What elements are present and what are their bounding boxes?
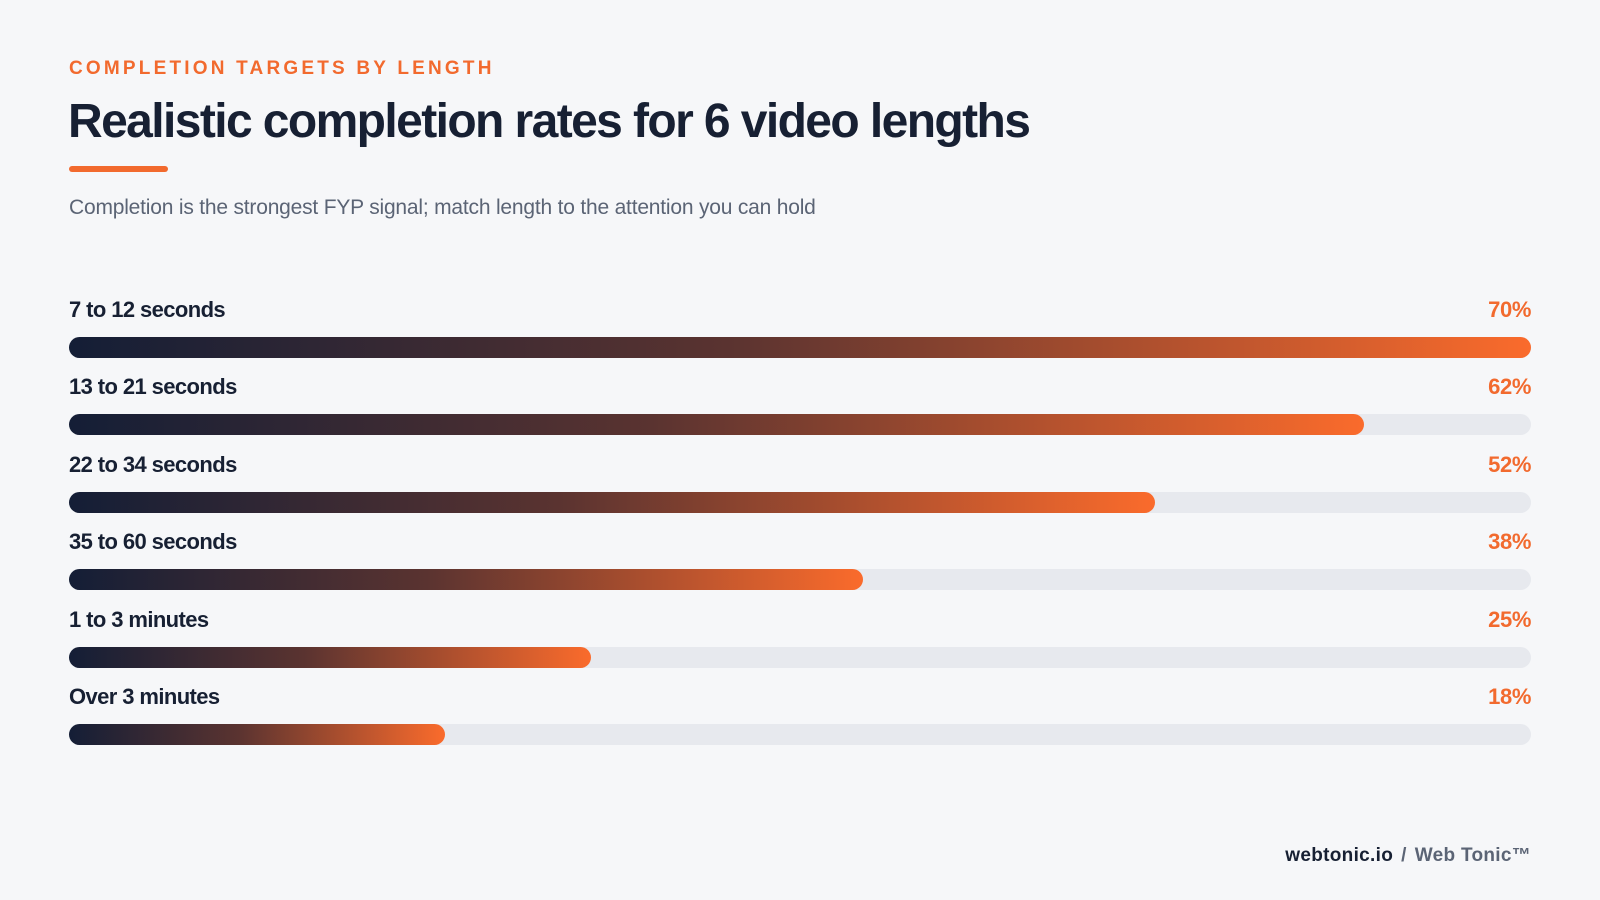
footer-brand: Web Tonic™ <box>1414 845 1531 866</box>
bar-track <box>69 646 1531 668</box>
bar-fill <box>69 646 592 668</box>
bar-label: 13 to 21 seconds <box>69 374 237 400</box>
bar-track <box>69 491 1531 513</box>
bar-value-label: 38% <box>1488 529 1531 555</box>
bar-row: 22 to 34 seconds 52% <box>69 450 1531 527</box>
subtitle: Completion is the strongest FYP signal; … <box>69 196 816 219</box>
bar-track <box>69 414 1531 436</box>
bar-label: 22 to 34 seconds <box>69 451 237 477</box>
page-title: Realistic completion rates for 6 video l… <box>68 95 1031 148</box>
bar-label: 35 to 60 seconds <box>69 529 237 555</box>
bar-label: Over 3 minutes <box>69 683 220 709</box>
bar-label: 7 to 12 seconds <box>69 297 226 322</box>
bar-fill <box>69 337 1531 358</box>
bar-track <box>69 569 1531 591</box>
bar-track <box>69 723 1531 745</box>
bar-fill <box>69 723 445 745</box>
title-accent-rule <box>69 166 168 172</box>
bar-track <box>69 337 1531 358</box>
bar-value-label: 25% <box>1488 606 1531 632</box>
bar-row: 7 to 12 seconds 70% <box>69 295 1531 372</box>
footer-site: webtonic.io <box>1285 845 1394 866</box>
bar-label: 1 to 3 minutes <box>69 606 209 632</box>
bar-fill <box>69 491 1156 513</box>
bar-value-label: 70% <box>1488 297 1531 322</box>
bar-row: Over 3 minutes 18% <box>69 682 1531 759</box>
bar-fill <box>69 569 863 591</box>
footer-separator: / <box>1401 845 1407 866</box>
bar-row: 1 to 3 minutes 25% <box>69 605 1531 682</box>
bar-value-label: 62% <box>1488 374 1531 400</box>
bar-value-label: 52% <box>1488 451 1531 477</box>
bar-value-label: 18% <box>1488 683 1531 709</box>
bar-row: 35 to 60 seconds 38% <box>69 527 1531 604</box>
bar-fill <box>69 414 1364 436</box>
bar-row: 13 to 21 seconds 62% <box>69 372 1531 449</box>
eyebrow: COMPLETION TARGETS BY LENGTH <box>69 58 495 79</box>
bar-chart: 7 to 12 seconds 70% 13 to 21 seconds 62%… <box>69 295 1531 759</box>
footer-credit: webtonic.io / Web Tonic™ <box>1285 845 1531 867</box>
